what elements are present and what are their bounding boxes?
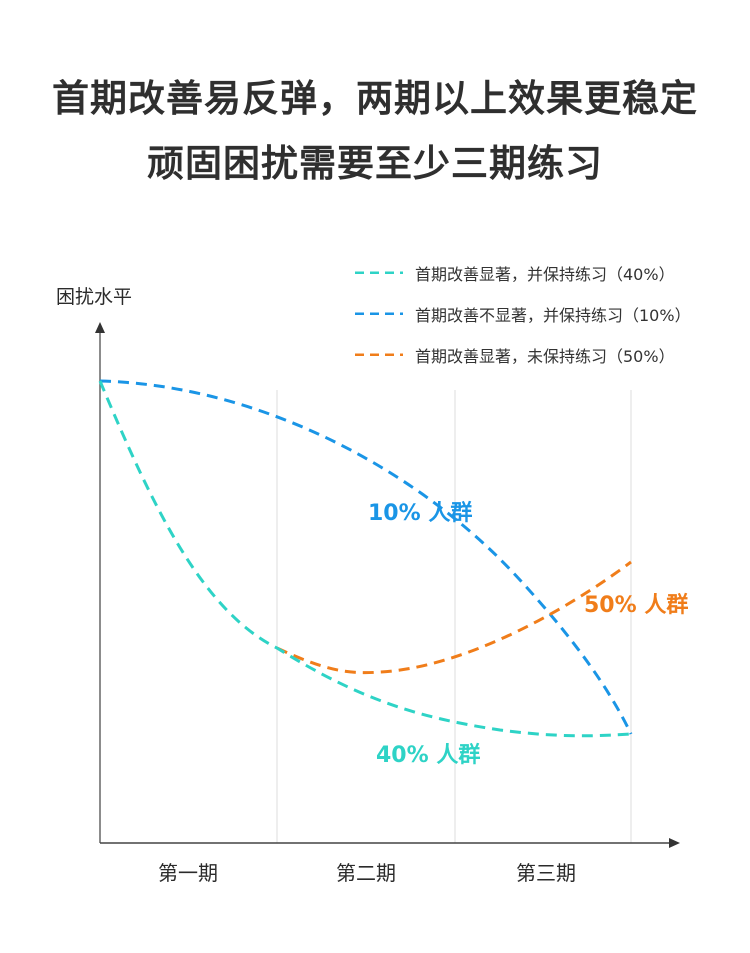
legend-item-blue: 首期改善不显著，并保持练习（10%） (355, 293, 691, 334)
legend-label: 首期改善不显著，并保持练习（10%） (415, 305, 691, 325)
chart-legend: 首期改善显著，并保持练习（40%） 首期改善不显著，并保持练习（10%） 首期改… (355, 252, 691, 375)
series-teal-line (98, 380, 632, 738)
legend-label: 首期改善显著，并保持练习（40%） (415, 264, 675, 284)
title-highlight-2: 顽固困扰需要至少三期练习 (141, 133, 609, 189)
title-line-1: 首期改善易反弹，两期以上效果更稳定 (0, 68, 750, 124)
legend-label: 首期改善显著，未保持练习（50%） (415, 346, 675, 366)
x-tick-period-3: 第三期 (516, 861, 576, 885)
teal-dash-swatch-icon (355, 271, 403, 274)
y-axis-label: 困扰水平 (56, 286, 133, 308)
title-text-1: 首期改善易反弹，两期以上效果更稳定 (52, 77, 698, 120)
annotation-teal: 40% 人群 (376, 743, 481, 768)
axes (95, 322, 680, 848)
blue-dash-swatch-icon (355, 312, 403, 315)
title-text-2: 顽固困扰需要至少三期练习 (147, 142, 603, 185)
orange-dash-swatch-icon (355, 353, 403, 356)
series-orange-line (276, 560, 632, 675)
x-tick-period-1: 第一期 (158, 861, 218, 885)
legend-item-orange: 首期改善显著，未保持练习（50%） (355, 334, 691, 375)
x-axis-arrow-icon (669, 838, 680, 848)
title-highlight-1: 首期改善易反弹，两期以上效果更稳定 (46, 68, 704, 124)
series-blue-line (99, 379, 633, 735)
grid-lines (276, 390, 632, 843)
x-tick-period-2: 第二期 (336, 861, 396, 885)
legend-item-teal: 首期改善显著，并保持练习（40%） (355, 252, 691, 293)
title-line-2: 顽固困扰需要至少三期练习 (0, 133, 750, 189)
annotation-orange: 50% 人群 (584, 593, 689, 618)
y-axis-arrow-icon (95, 322, 105, 333)
annotation-blue: 10% 人群 (368, 501, 473, 526)
